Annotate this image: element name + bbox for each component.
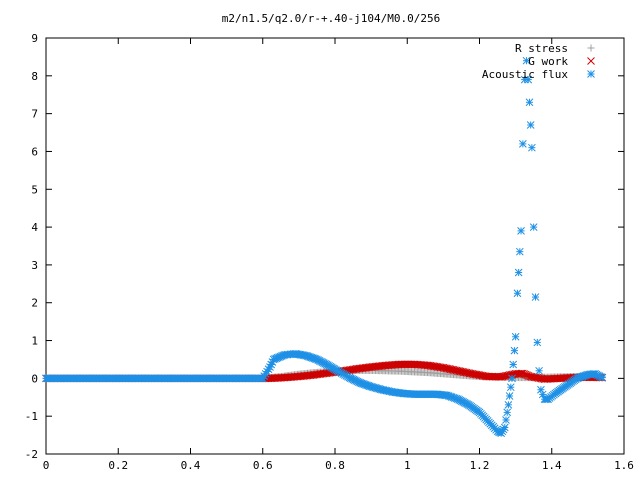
- legend-marker: [587, 44, 595, 52]
- data-point: [522, 56, 531, 65]
- data-point: [514, 268, 523, 277]
- series-acoustic-flux: [42, 56, 607, 438]
- x-tick-label: 1.6: [614, 459, 634, 472]
- y-tick-label: 0: [31, 372, 38, 385]
- data-point: [515, 247, 524, 256]
- data-point: [510, 346, 519, 355]
- x-tick-label: 0.8: [325, 459, 345, 472]
- data-point: [509, 360, 518, 369]
- x-tick-label: 0.2: [108, 459, 128, 472]
- data-point: [511, 332, 520, 341]
- legend-item: R stress: [515, 42, 595, 55]
- data-point: [508, 374, 516, 383]
- legend-marker: [587, 70, 595, 78]
- data-point: [517, 369, 526, 378]
- data-point: [505, 392, 514, 400]
- data-point: [524, 372, 533, 380]
- chart-title: m2/n1.5/q2.0/r-+.40-j104/M0.0/256: [222, 12, 441, 25]
- data-point: [524, 75, 533, 84]
- data-point: [502, 416, 510, 424]
- axis-ticks: 0 0.2 0.4 0.6 0.8 1 1.2 1.4 1.6 -2 -1 0 1 2 3 4 5 6 7 8 9: [25, 32, 634, 472]
- y-tick-label: -2: [25, 448, 38, 461]
- data-point: [517, 227, 525, 235]
- data-point: [506, 383, 515, 392]
- data-point: [503, 408, 512, 417]
- data-point: [531, 293, 540, 301]
- y-tick-label: 2: [31, 297, 38, 310]
- data-point: [598, 373, 607, 382]
- y-tick-label: 7: [31, 108, 38, 121]
- y-tick-label: 3: [31, 259, 38, 272]
- data-point: [535, 366, 543, 375]
- data-point: [504, 400, 513, 409]
- y-tick-label: -1: [25, 410, 38, 423]
- data-point: [528, 143, 536, 152]
- x-tick-label: 0.6: [253, 459, 273, 472]
- y-tick-label: 4: [31, 221, 38, 234]
- y-tick-label: 6: [31, 145, 38, 158]
- data-point: [513, 289, 522, 298]
- legend-item: Acoustic flux: [482, 68, 595, 81]
- plot-marks: [42, 56, 607, 438]
- data-point: [500, 423, 509, 432]
- legend-label: Acoustic flux: [482, 68, 568, 81]
- x-tick-label: 1: [404, 459, 411, 472]
- data-point: [533, 338, 542, 347]
- y-tick-label: 8: [31, 70, 38, 83]
- y-tick-label: 1: [31, 335, 38, 348]
- data-point: [529, 223, 538, 231]
- data-point: [526, 121, 535, 129]
- data-point: [525, 98, 534, 107]
- legend-label: R stress: [515, 42, 568, 55]
- y-tick-label: 9: [31, 32, 38, 45]
- legend-label: G work: [528, 55, 568, 68]
- x-tick-label: 1.2: [470, 459, 490, 472]
- plot-frame: [45, 37, 625, 455]
- x-tick-label: 0: [43, 459, 50, 472]
- y-tick-label: 5: [31, 183, 38, 196]
- legend-item: G work: [528, 55, 595, 68]
- x-tick-label: 1.4: [542, 459, 562, 472]
- data-point: [518, 140, 527, 148]
- data-point: [520, 75, 529, 84]
- x-tick-label: 0.4: [181, 459, 201, 472]
- legend-marker: [587, 57, 595, 65]
